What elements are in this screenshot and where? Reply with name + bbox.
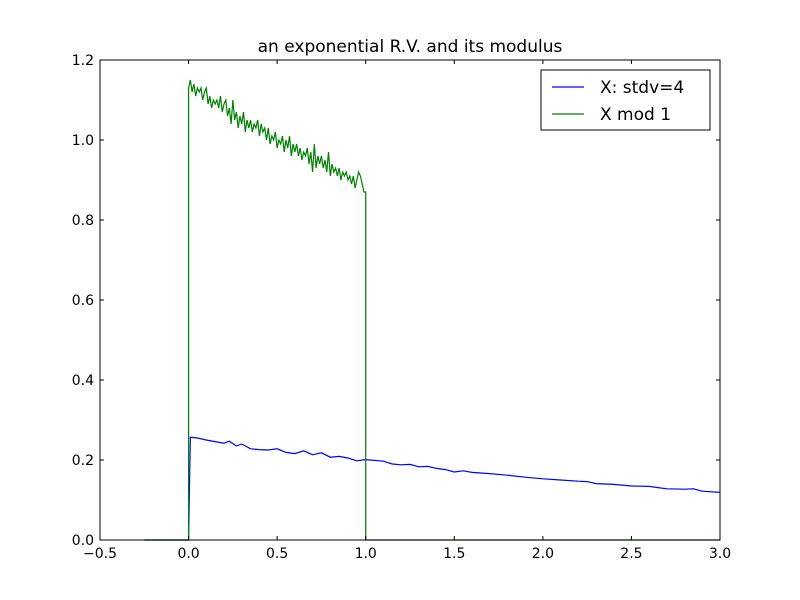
x-tick-label: 0.0 — [177, 546, 199, 562]
x-tick-label: 2.5 — [620, 546, 642, 562]
x-tick-label: 1.0 — [355, 546, 377, 562]
y-tick-label: 1.0 — [72, 133, 94, 149]
legend-box — [540, 69, 711, 131]
legend-label: X: stdv=4 — [600, 78, 684, 98]
x-tick-label: 2.0 — [532, 546, 554, 562]
chart-title: an exponential R.V. and its modulus — [258, 37, 563, 57]
y-tick-label: 0.4 — [72, 373, 94, 389]
x-tick-label: 1.5 — [443, 546, 465, 562]
x-tick-label: 0.5 — [266, 546, 288, 562]
y-tick-label: 0.8 — [72, 213, 94, 229]
series-line-x-stdv-4 — [144, 436, 721, 541]
x-tick-label: −0.5 — [83, 546, 117, 562]
y-tick-label: 0.6 — [72, 293, 94, 309]
x-tick-label: 3.0 — [709, 546, 731, 562]
series-line-x-mod-1 — [144, 79, 720, 541]
axis-ticks-group: −0.5 0.0 0.5 1.0 1.5 2.0 2.5 3.00.00.20.40.60.8… — [72, 53, 731, 562]
y-tick-label: 1.2 — [72, 53, 94, 69]
legend-label: X mod 1 — [600, 105, 671, 125]
y-tick-label: 0.0 — [72, 533, 94, 549]
plot-series-group — [144, 79, 721, 541]
y-tick-label: 0.2 — [72, 453, 94, 469]
legend: X: stdv=4 X mod 1 — [540, 69, 711, 131]
